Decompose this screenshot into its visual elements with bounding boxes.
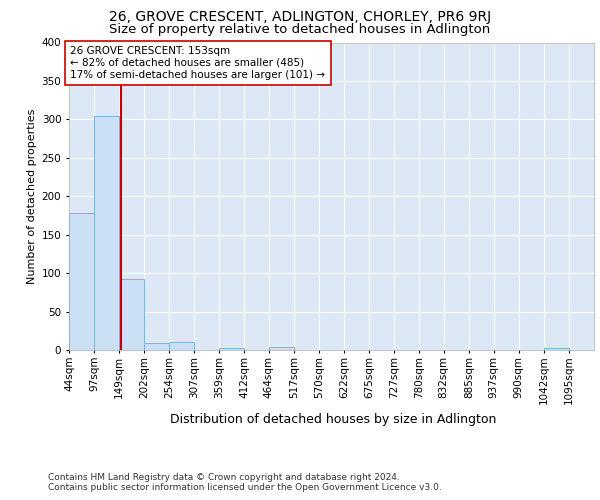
Y-axis label: Number of detached properties: Number of detached properties <box>28 108 37 284</box>
Bar <box>219 348 244 350</box>
Bar <box>144 343 169 350</box>
Bar <box>94 116 119 350</box>
Bar <box>119 278 144 350</box>
Bar <box>269 347 294 350</box>
Text: 26 GROVE CRESCENT: 153sqm
← 82% of detached houses are smaller (485)
17% of semi: 26 GROVE CRESCENT: 153sqm ← 82% of detac… <box>70 46 325 80</box>
Text: Size of property relative to detached houses in Adlington: Size of property relative to detached ho… <box>109 22 491 36</box>
Bar <box>69 213 94 350</box>
Bar <box>169 342 194 350</box>
Text: Distribution of detached houses by size in Adlington: Distribution of detached houses by size … <box>170 412 496 426</box>
Text: Contains public sector information licensed under the Open Government Licence v3: Contains public sector information licen… <box>48 482 442 492</box>
Text: 26, GROVE CRESCENT, ADLINGTON, CHORLEY, PR6 9RJ: 26, GROVE CRESCENT, ADLINGTON, CHORLEY, … <box>109 10 491 24</box>
Text: Contains HM Land Registry data © Crown copyright and database right 2024.: Contains HM Land Registry data © Crown c… <box>48 472 400 482</box>
Bar <box>544 348 569 350</box>
